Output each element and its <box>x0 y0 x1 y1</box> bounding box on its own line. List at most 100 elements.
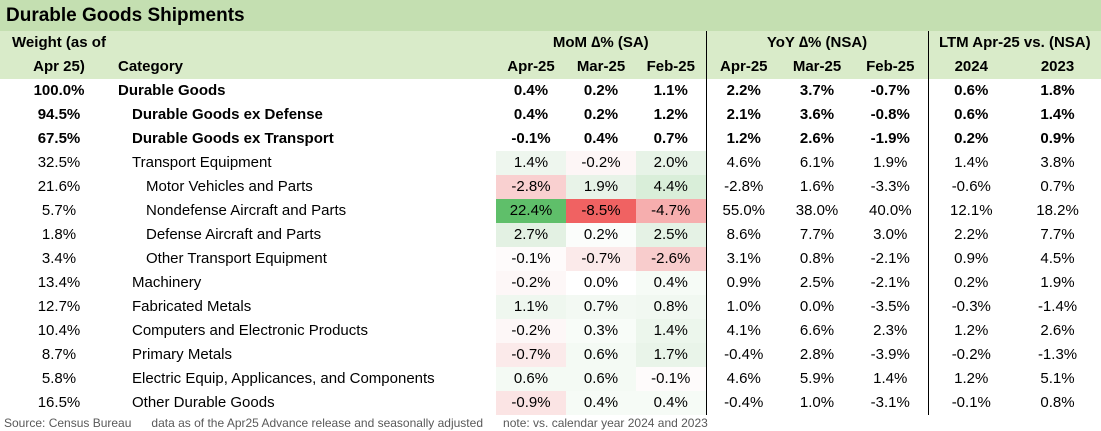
yoy-cell: 0.9% <box>705 271 782 295</box>
yoy-cell: 1.6% <box>799 178 835 195</box>
weight-cell: 12.7% <box>37 298 81 315</box>
yoy-cell: 1.2% <box>705 127 782 151</box>
mom-cell: 0.6% <box>496 367 566 391</box>
table-row: 8.7% Primary Metals -0.7% 0.6% 1.7% -0.4% 2.8%… <box>0 343 1101 367</box>
mom-cell: 1.1% <box>496 295 566 319</box>
mom-cell: 0.4% <box>513 106 549 123</box>
mom-cell: 0.3% <box>566 319 636 343</box>
mom-cell: -0.7% <box>496 343 566 367</box>
ltm-cell: 1.8% <box>1040 82 1075 99</box>
ltm-cell: -0.3% <box>927 295 1015 319</box>
ltm-cell: 4.5% <box>1040 250 1075 267</box>
weight-cell: 10.4% <box>37 322 81 339</box>
ltm-col-header: 2024 <box>927 55 1015 79</box>
ltm-cell: 0.9% <box>927 247 1015 271</box>
category-cell: Other Durable Goods <box>132 394 275 411</box>
weight-cell: 3.4% <box>41 250 77 267</box>
category-cell: Transport Equipment <box>132 154 272 171</box>
mom-cell: -0.1% <box>511 130 551 147</box>
mom-cell: 0.2% <box>583 106 619 123</box>
yoy-cell: 1.9% <box>873 154 908 171</box>
category-header: Category <box>118 55 496 79</box>
ltm-cell: -1.3% <box>1037 346 1078 363</box>
category-cell: Durable Goods ex Defense <box>132 106 323 123</box>
ltm-cell: 1.4% <box>1040 106 1075 123</box>
ltm-cell: -0.2% <box>927 343 1015 367</box>
yoy-cell: -0.4% <box>705 343 782 367</box>
mom-cell: 0.6% <box>566 343 636 367</box>
ltm-cell: 5.1% <box>1040 370 1075 387</box>
mom-col-header: Feb-25 <box>636 55 707 79</box>
yoy-cell: 1.0% <box>799 394 835 411</box>
yoy-cell: -2.1% <box>870 250 910 267</box>
ltm-cell: 1.2% <box>927 319 1015 343</box>
header-row-2: Apr 25) Category Apr-25 Mar-25 Feb-25 Ap… <box>0 55 1101 79</box>
ltm-cell: 1.2% <box>927 367 1015 391</box>
yoy-cell: 40.0% <box>869 202 912 219</box>
weight-cell: 94.5% <box>37 106 81 123</box>
weight-cell: 1.8% <box>41 226 77 243</box>
weight-cell: 16.5% <box>37 394 81 411</box>
yoy-cell: 0.0% <box>799 298 835 315</box>
yoy-cell: 3.0% <box>873 226 908 243</box>
ltm-cell: -0.6% <box>927 175 1015 199</box>
mom-cell: 2.0% <box>636 151 707 175</box>
mom-group-header: MoM ∆% (SA) <box>496 31 707 55</box>
weight-cell: 67.5% <box>37 130 81 147</box>
ltm-cell: 2.6% <box>1040 322 1075 339</box>
table-row: 3.4% Other Transport Equipment -0.1% -0.7% -… <box>0 247 1101 271</box>
mom-cell: 0.4% <box>636 271 707 295</box>
yoy-col-header: Feb-25 <box>853 55 929 79</box>
yoy-cell: 4.6% <box>705 367 782 391</box>
category-cell: Defense Aircraft and Parts <box>146 226 322 243</box>
table-row: 12.7% Fabricated Metals 1.1% 0.7% 0.8% 1.0% 0.… <box>0 295 1101 319</box>
mom-cell: -0.9% <box>496 391 566 415</box>
table-row: 94.5% Durable Goods ex Defense 0.4% 0.2% 1.2… <box>0 103 1101 127</box>
ltm-cell: 3.8% <box>1040 154 1075 171</box>
yoy-cell: 2.5% <box>799 274 835 291</box>
mom-cell: -2.8% <box>496 175 566 199</box>
weight-header: Weight (as of <box>0 31 118 55</box>
yoy-cell: 0.8% <box>799 250 835 267</box>
yoy-cell: 5.9% <box>799 370 835 387</box>
category-cell: Nondefense Aircraft and Parts <box>146 202 347 219</box>
mom-cell: 1.4% <box>636 319 707 343</box>
weight-cell: 21.6% <box>37 178 81 195</box>
mom-cell: -0.2% <box>496 271 566 295</box>
category-cell: Primary Metals <box>132 346 233 363</box>
yoy-cell: 1.4% <box>873 370 908 387</box>
ltm-cell: 12.1% <box>927 199 1015 223</box>
table-row: 16.5% Other Durable Goods -0.9% 0.4% 0.4% -0.… <box>0 391 1101 415</box>
yoy-cell: 3.1% <box>705 247 782 271</box>
ltm-cell: -0.1% <box>927 391 1015 415</box>
yoy-cell: -0.4% <box>705 391 782 415</box>
weight-cell: 32.5% <box>37 154 81 171</box>
mom-cell: 1.1% <box>653 82 688 99</box>
yoy-cell: -0.8% <box>870 106 910 123</box>
mom-cell: 0.0% <box>566 271 636 295</box>
yoy-cell: 2.1% <box>705 103 782 127</box>
mom-cell: -0.1% <box>496 247 566 271</box>
mom-cell: -0.2% <box>496 319 566 343</box>
weight-cell: 100.0% <box>33 82 85 99</box>
mom-cell: 0.2% <box>583 82 619 99</box>
table-row: 100.0% Durable Goods 0.4% 0.2% 1.1% 2.2% 3.7% -… <box>0 79 1101 103</box>
yoy-cell: -3.9% <box>870 346 910 363</box>
mom-cell: 0.4% <box>583 130 619 147</box>
mom-cell: 4.4% <box>636 175 707 199</box>
category-cell: Other Transport Equipment <box>146 250 327 267</box>
yoy-cell: 7.7% <box>799 226 835 243</box>
ltm-col-header: 2023 <box>1014 55 1101 79</box>
data-note: data as of the Apr25 Advance release and… <box>151 416 483 430</box>
mom-cell: -8.5% <box>566 199 636 223</box>
yoy-group-header: YoY ∆% (NSA) <box>705 31 929 55</box>
ltm-cell: 1.9% <box>1040 274 1075 291</box>
ltm-cell: 0.2% <box>927 127 1015 151</box>
ltm-cell: 0.9% <box>1040 130 1075 147</box>
mom-cell: 22.4% <box>496 199 566 223</box>
mom-cell: -0.2% <box>566 151 636 175</box>
mom-cell: -2.6% <box>636 247 707 271</box>
yoy-cell: -2.8% <box>705 175 782 199</box>
ltm-cell: 0.7% <box>1040 178 1075 195</box>
yoy-cell: 2.2% <box>705 79 782 103</box>
